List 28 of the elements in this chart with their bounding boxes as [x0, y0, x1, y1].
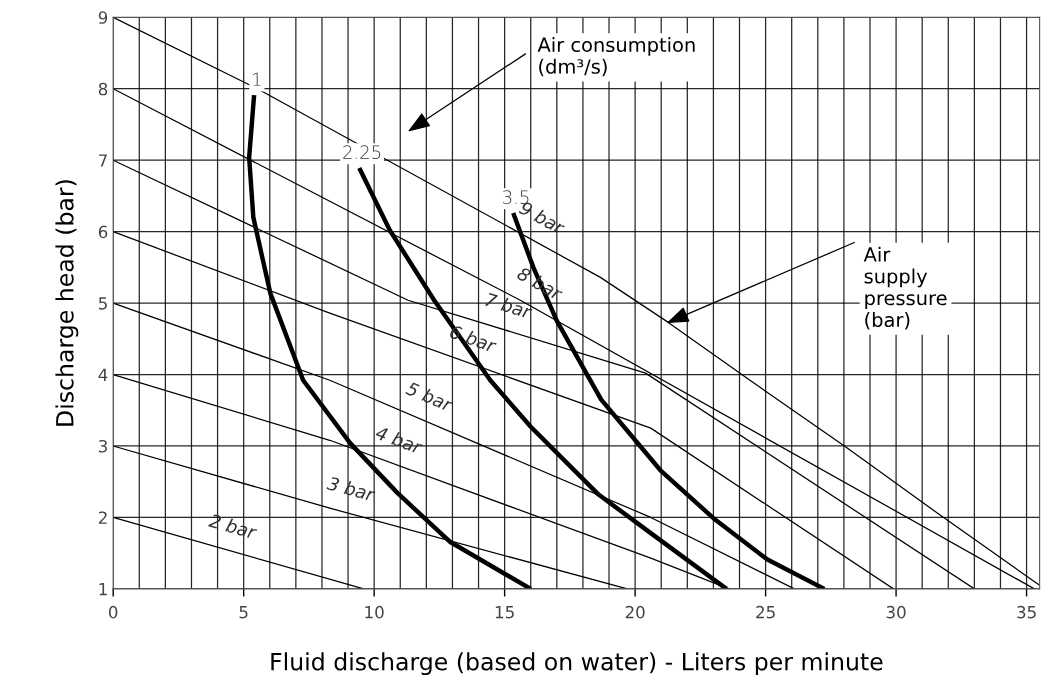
- y-tick-label: 9: [98, 11, 108, 24]
- x-tick-label: 0: [108, 605, 118, 619]
- x-tick-label: 5: [239, 606, 248, 619]
- y-tick-label: 8: [98, 82, 108, 96]
- y-tick-label: 4: [98, 368, 108, 381]
- text: 6 bar: [449, 324, 498, 354]
- series-label: 1: [253, 72, 261, 86]
- y-tick-label: 5: [99, 297, 107, 310]
- y-tick-label: 3: [98, 439, 107, 453]
- y-tick-label: 6: [98, 225, 108, 239]
- text: 4 bar: [374, 425, 425, 455]
- text: 3 bar: [326, 475, 377, 502]
- text: 2 bar: [208, 512, 259, 540]
- annotation: Air supply pressure (bar): [863, 246, 947, 330]
- x-tick-label: 30: [886, 605, 906, 619]
- annotation: Air consumption (dm³/s): [537, 37, 695, 77]
- x-tick-label: 20: [625, 605, 645, 619]
- x-tick-label: 15: [495, 606, 514, 619]
- x-tick-label: 35: [1017, 605, 1036, 619]
- y-tick-label: 7: [99, 154, 107, 167]
- y-axis-title: Discharge head (bar): [55, 180, 79, 426]
- x-tick-label: 25: [756, 605, 775, 619]
- text: 5 bar: [405, 380, 455, 413]
- x-axis-title: Fluid discharge (based on water) - Liters per minute: [271, 652, 883, 676]
- y-tick-label: 1: [99, 583, 107, 596]
- series-label: 2.25: [343, 145, 381, 159]
- y-tick-label: 2: [98, 511, 107, 524]
- x-tick-label: 10: [365, 605, 384, 619]
